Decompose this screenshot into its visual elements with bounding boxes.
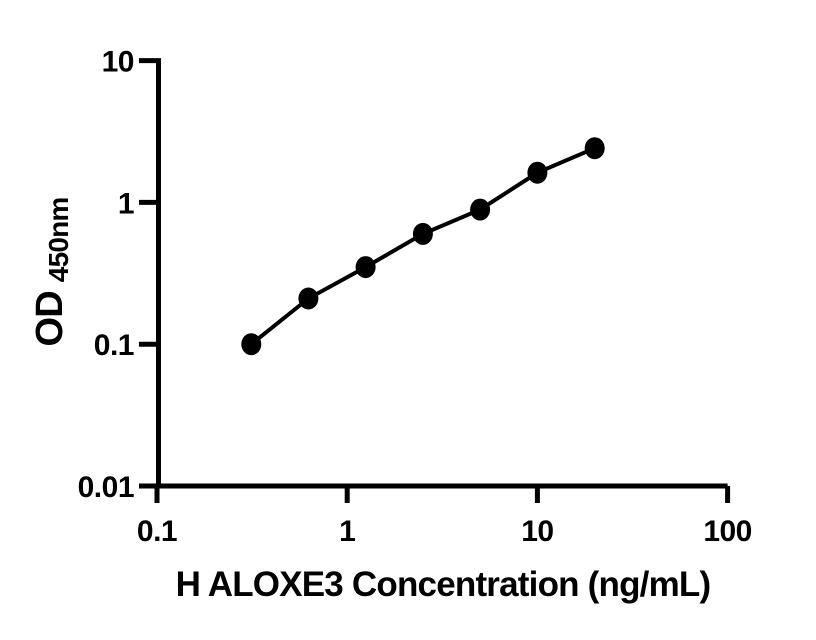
- y-axis-ticks: 0.01 0.1 1 10: [78, 46, 161, 504]
- data-point: [527, 161, 548, 184]
- y-tick-label: 10: [102, 46, 134, 79]
- x-tick-label: 0.1: [137, 515, 177, 548]
- x-tick-label: 1: [339, 515, 355, 548]
- y-axis-title-subscript: 450nm: [43, 197, 74, 282]
- data-point: [470, 198, 491, 221]
- x-axis-ticks: 0.1 1 10 100: [137, 486, 752, 548]
- y-tick-label: 1: [118, 187, 134, 220]
- data-point: [584, 137, 605, 160]
- x-tick-label: 100: [703, 515, 752, 548]
- y-tick-label: 0.1: [94, 329, 134, 362]
- x-axis-title: H ALOXE3 Concentration (ng/mL): [176, 565, 711, 604]
- y-axis-title: OD 450nm: [29, 197, 74, 346]
- data-point: [355, 256, 376, 279]
- x-tick-label: 10: [521, 515, 553, 548]
- data-point: [412, 222, 433, 245]
- data-series: [241, 137, 605, 356]
- data-point: [241, 333, 262, 356]
- y-tick-label: 0.01: [78, 471, 134, 504]
- y-axis-title-main: OD: [29, 291, 71, 346]
- data-point: [298, 287, 319, 310]
